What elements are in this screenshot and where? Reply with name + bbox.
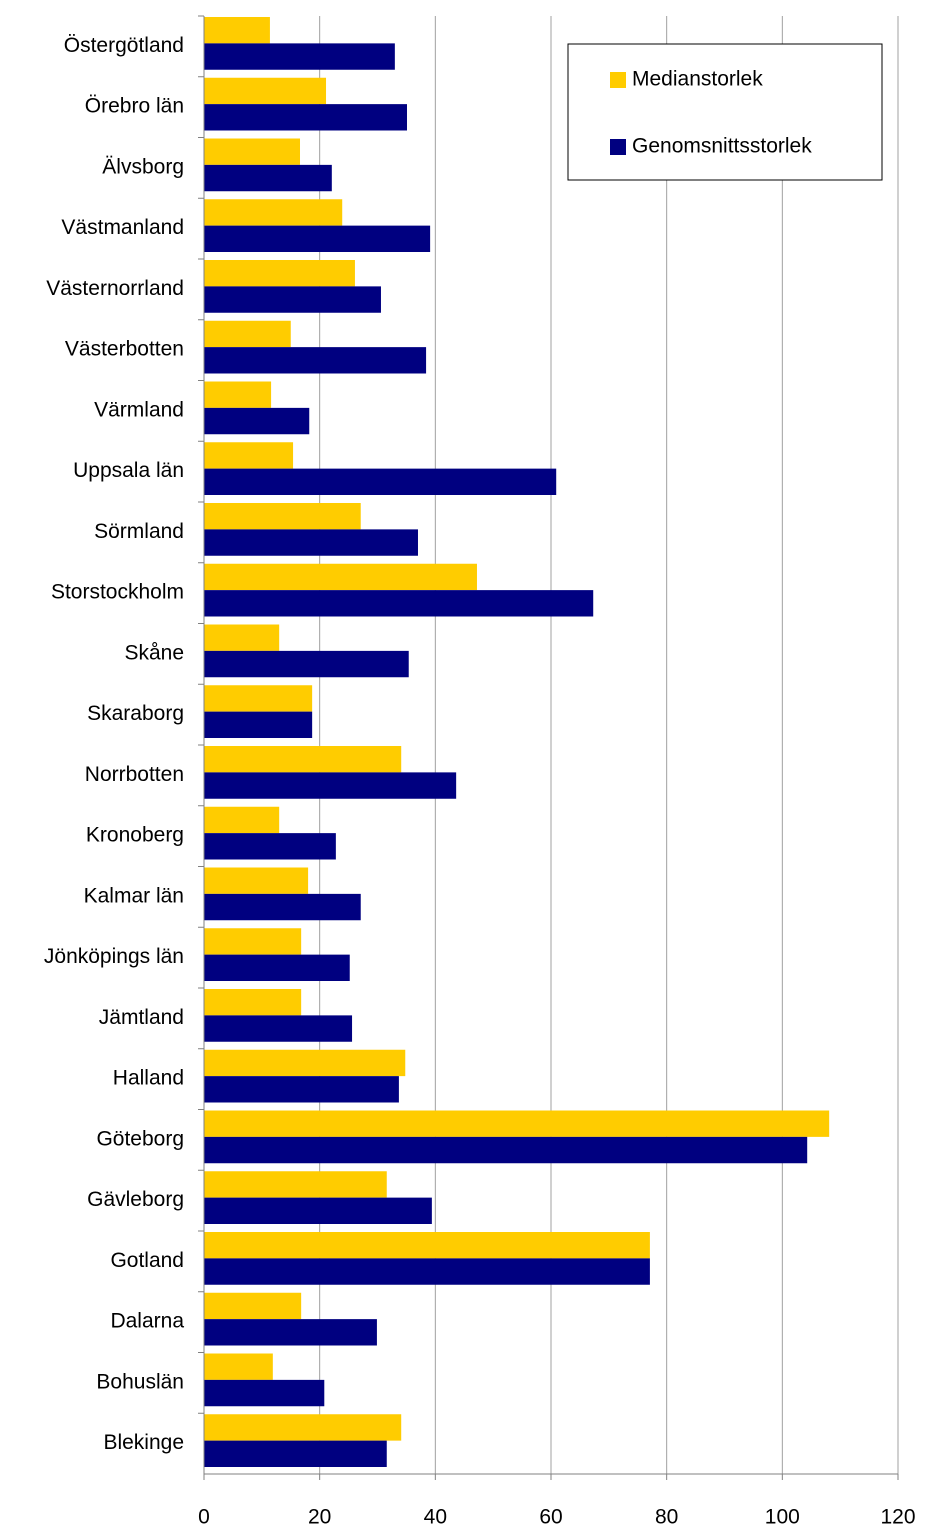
- bar: [204, 833, 336, 860]
- bar: [204, 381, 272, 408]
- bar: [204, 17, 270, 44]
- bar: [204, 989, 302, 1016]
- bar: [204, 1319, 377, 1346]
- bar: [204, 347, 427, 374]
- bar: [204, 685, 313, 712]
- y-tick-label: Värmland: [94, 398, 184, 421]
- legend-label: Genomsnittsstorlek: [632, 135, 812, 158]
- bar: [204, 1171, 387, 1198]
- bar: [204, 43, 395, 70]
- y-tick-label: Storstockholm: [51, 581, 184, 604]
- bar: [204, 1258, 650, 1285]
- bar: [204, 650, 409, 678]
- bar: [204, 1440, 387, 1467]
- x-tick-label: 60: [539, 1506, 562, 1529]
- bar: [204, 1197, 432, 1224]
- legend-swatch: [610, 72, 626, 88]
- legend-label: Medianstorlek: [632, 68, 763, 91]
- bar: [204, 286, 381, 313]
- bar: [204, 1232, 650, 1259]
- bar: [204, 104, 407, 131]
- bar: [204, 320, 291, 348]
- y-tick-label: Blekinge: [103, 1431, 184, 1454]
- bar: [204, 138, 301, 165]
- y-tick-label: Västerbotten: [65, 338, 184, 361]
- bar: [204, 928, 302, 955]
- x-tick-label: 120: [880, 1506, 915, 1529]
- y-tick-label: Älvsborg: [102, 155, 184, 178]
- bar: [204, 867, 309, 894]
- bar: [204, 624, 280, 651]
- y-tick-label: Göteborg: [96, 1127, 184, 1150]
- bar: [204, 1076, 399, 1103]
- y-tick-label: Västmanland: [61, 216, 184, 239]
- y-tick-label: Bohuslän: [96, 1370, 184, 1393]
- bar: [204, 77, 327, 105]
- bar: [204, 772, 457, 799]
- bar: [204, 1049, 406, 1077]
- x-tick-label: 20: [308, 1506, 331, 1529]
- bar: [204, 529, 418, 556]
- bar: [204, 442, 294, 469]
- bar: [204, 1110, 830, 1137]
- bar: [204, 1379, 325, 1407]
- legend-swatch: [610, 139, 626, 155]
- x-tick-label: 100: [765, 1506, 800, 1529]
- bar: [204, 468, 557, 495]
- y-tick-label: Skaraborg: [87, 702, 184, 725]
- x-tick-label: 40: [424, 1506, 447, 1529]
- bar: [204, 806, 280, 834]
- y-tick-label: Jönköpings län: [44, 945, 184, 968]
- y-tick-label: Gotland: [110, 1249, 184, 1272]
- bar: [204, 225, 431, 252]
- bar: [204, 590, 594, 617]
- bar: [204, 199, 343, 226]
- y-tick-label: Jämtland: [99, 1006, 184, 1029]
- y-tick-label: Västernorrland: [46, 277, 184, 300]
- bar: [204, 954, 350, 981]
- y-tick-label: Skåne: [124, 641, 184, 664]
- bar: [204, 164, 332, 192]
- y-tick-label: Örebro län: [85, 95, 184, 118]
- bar: [204, 893, 361, 921]
- bar: [204, 407, 310, 435]
- y-tick-label: Gävleborg: [87, 1188, 184, 1211]
- y-tick-label: Sörmland: [94, 520, 184, 543]
- legend-box: [567, 43, 883, 181]
- x-tick-label: 80: [655, 1506, 678, 1529]
- bar: [204, 1136, 808, 1164]
- bar: [204, 711, 313, 738]
- bar: [204, 1353, 273, 1380]
- bar: [204, 1414, 402, 1441]
- y-tick-label: Dalarna: [110, 1310, 184, 1333]
- y-tick-label: Kronoberg: [86, 824, 184, 847]
- bar: [204, 1015, 353, 1042]
- bar: [204, 503, 361, 530]
- y-tick-label: Norrbotten: [85, 763, 184, 786]
- bar: [204, 260, 355, 287]
- x-tick-label: 0: [198, 1506, 210, 1529]
- y-tick-label: Östergötland: [64, 34, 184, 57]
- bar: [204, 746, 402, 773]
- y-tick-label: Uppsala län: [73, 459, 184, 482]
- y-tick-label: Halland: [113, 1067, 184, 1090]
- bar: [204, 1292, 302, 1320]
- y-tick-label: Kalmar län: [84, 884, 184, 907]
- bar: [204, 563, 477, 591]
